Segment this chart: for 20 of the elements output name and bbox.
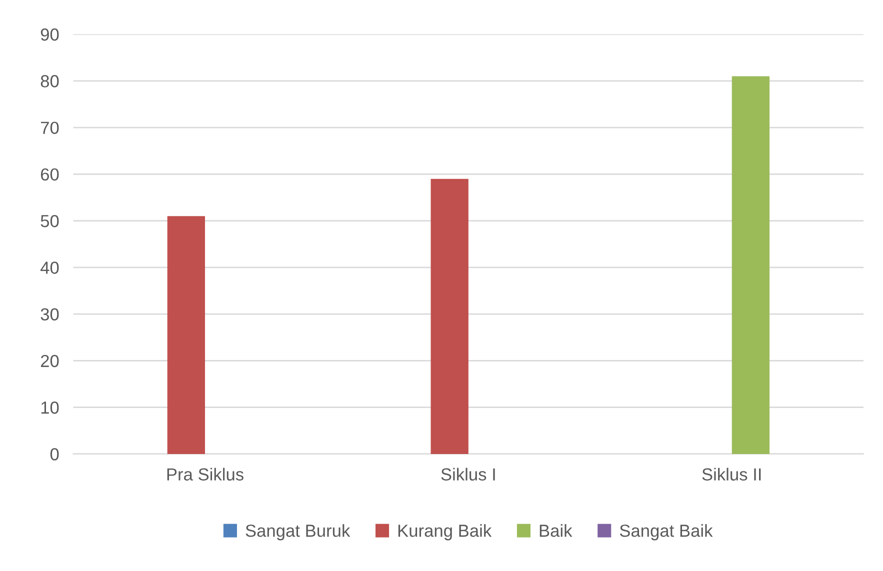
y-tick-label: 0 (50, 448, 59, 460)
legend-label: Sangat Baik (620, 524, 713, 540)
x-tick-label: Siklus I (441, 468, 495, 481)
y-tick-label: 80 (40, 75, 59, 88)
y-tick-label: 50 (40, 214, 59, 228)
x-tick-label: Siklus II (702, 468, 761, 481)
bar (167, 216, 206, 454)
y-tick-label: 90 (40, 28, 59, 41)
y-tick-label: 60 (40, 168, 59, 181)
x-tick-label: Pra Siklus (167, 468, 244, 481)
legend-label: Sangat Buruk (246, 524, 350, 540)
y-tick-label: 20 (40, 354, 59, 368)
y-tick-label: 70 (40, 122, 59, 134)
y-tick-label: 40 (40, 262, 59, 274)
legend-label: Kurang Baik (398, 524, 492, 540)
bar (732, 76, 770, 454)
y-tick-label: 30 (40, 308, 59, 321)
legend-label: Baik (540, 524, 572, 537)
bar (430, 178, 468, 454)
y-tick-label: 10 (41, 401, 59, 414)
